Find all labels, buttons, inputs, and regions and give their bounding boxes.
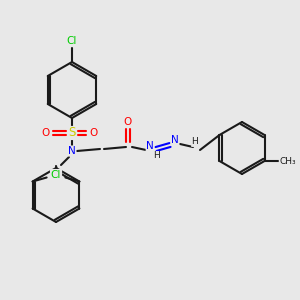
Text: S: S xyxy=(68,127,76,140)
Text: N: N xyxy=(171,135,179,145)
Text: O: O xyxy=(89,128,97,138)
Text: H: H xyxy=(192,137,198,146)
Text: H: H xyxy=(153,152,159,160)
Text: O: O xyxy=(124,117,132,127)
Text: Cl: Cl xyxy=(51,169,62,179)
Text: CH₃: CH₃ xyxy=(279,157,296,166)
Text: O: O xyxy=(42,128,50,138)
Text: Cl: Cl xyxy=(50,169,61,179)
Text: N: N xyxy=(146,141,154,151)
Text: N: N xyxy=(68,146,76,156)
Text: Cl: Cl xyxy=(67,36,77,46)
